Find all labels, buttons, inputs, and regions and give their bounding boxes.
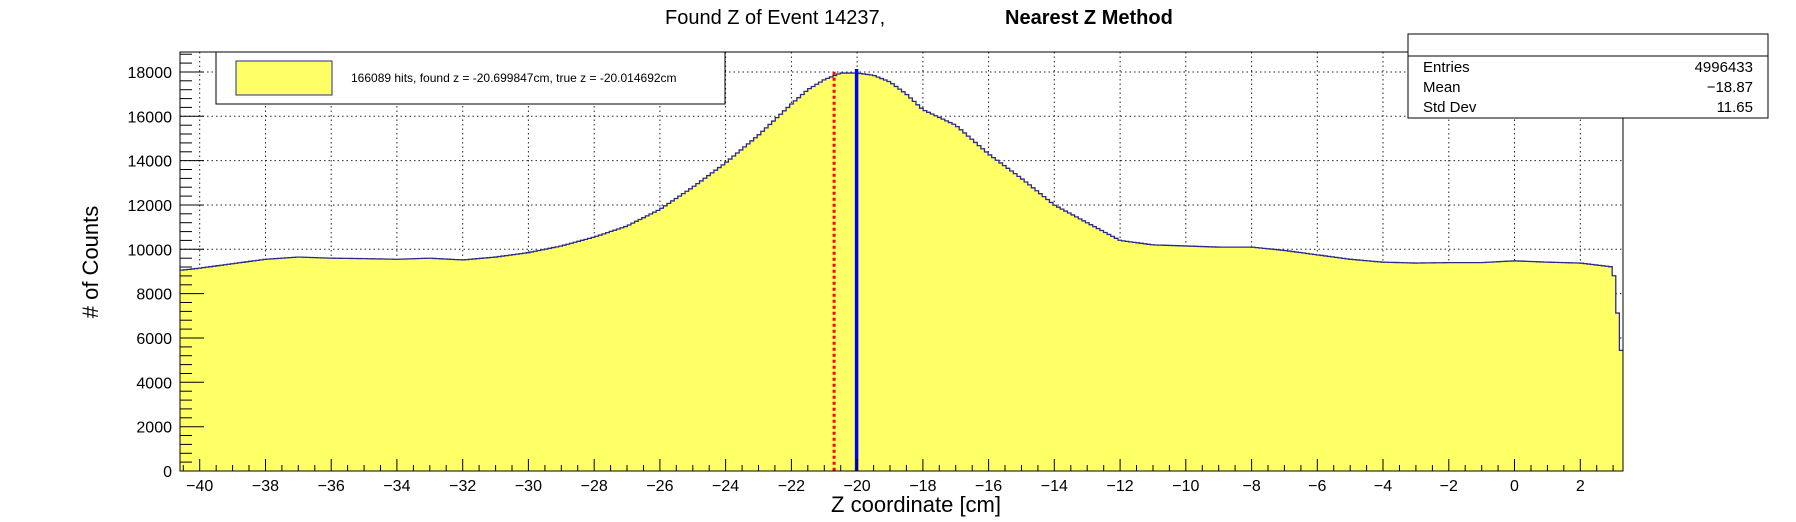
- histogram-layer: [180, 72, 1623, 471]
- legend: 166089 hits, found z = -20.699847cm, tru…: [215, 51, 726, 105]
- plot-frame: [179, 51, 1624, 472]
- chart-title-method: Nearest Z Method: [1005, 7, 1173, 29]
- x-tick-label: −28: [581, 478, 608, 495]
- x-tick-label: −12: [1107, 478, 1134, 495]
- y-tick-label: 12000: [128, 198, 173, 215]
- histogram-outline: [180, 72, 1623, 352]
- stats-value: −18.87: [1707, 79, 1753, 96]
- x-tick-label: −14: [1041, 478, 1068, 495]
- x-tick-label: −10: [1172, 478, 1199, 495]
- x-tick-label: −22: [778, 478, 805, 495]
- x-tick-label: −38: [252, 478, 279, 495]
- y-tick-label: 6000: [136, 331, 172, 348]
- y-tick-label: 4000: [136, 375, 172, 392]
- y-tick-label: 2000: [136, 420, 172, 437]
- x-tick-label: −16: [975, 478, 1002, 495]
- histogram-fill: [180, 73, 1623, 471]
- y-tick-label: 14000: [128, 154, 173, 171]
- x-tick-label: −30: [515, 478, 542, 495]
- stats-frame: [1407, 33, 1769, 119]
- y-tick-label: 16000: [128, 109, 173, 126]
- x-tick-label: −4: [1374, 478, 1392, 495]
- chart-title-text: Found Z of Event 14237,: [665, 7, 885, 29]
- stats-box: Entries 4996433 Mean −18.87 Std Dev 11.65: [1407, 33, 1769, 119]
- x-tick-label: −40: [186, 478, 213, 495]
- x-tick-label: 0: [1510, 478, 1519, 495]
- y-tick-label: 10000: [128, 242, 173, 259]
- y-axis-title: # of Counts: [78, 206, 103, 319]
- stats-label: Mean: [1423, 79, 1461, 96]
- marker-layer: [832, 69, 859, 471]
- y-tick-label: 0: [163, 464, 172, 481]
- x-tick-label: 2: [1576, 478, 1585, 495]
- stats-value: 4996433: [1695, 59, 1753, 76]
- x-axis-title: Z coordinate [cm]: [831, 492, 1001, 517]
- x-tick-label: −32: [449, 478, 476, 495]
- x-tick-labels: −40 −38 −36 −34 −32 −30 −28 −26 −24 −22 −20 −18 −16−…: [186, 478, 1585, 495]
- stats-value: 11.65: [1717, 99, 1753, 116]
- x-tick-label: −2: [1440, 478, 1458, 495]
- x-tick-label: −26: [646, 478, 673, 495]
- y-tick-label: 18000: [128, 65, 173, 82]
- y-tick-label: 8000: [136, 287, 172, 304]
- stats-rows: Entries 4996433 Mean −18.87 Std Dev 11.65: [1423, 59, 1753, 116]
- y-tick-labels: 0 2000 4000 6000 8000 10000 12000 14000 16000 180…: [128, 65, 173, 481]
- legend-entry-text: 166089 hits, found z = -20.699847cm, tru…: [351, 71, 677, 85]
- x-tick-label: −20: [844, 478, 871, 495]
- x-tick-label: −6: [1308, 478, 1326, 495]
- legend-swatch: [235, 60, 333, 96]
- tick-marks: [180, 53, 1614, 472]
- stats-label: Std Dev: [1423, 99, 1477, 116]
- x-tick-label: −8: [1242, 478, 1260, 495]
- stats-label: Entries: [1423, 59, 1470, 76]
- x-tick-label: −34: [383, 478, 410, 495]
- chart-title: Found Z of Event 14237, Nearest Z Method: [665, 7, 1173, 29]
- x-tick-label: −24: [712, 478, 739, 495]
- x-tick-label: −18: [909, 478, 936, 495]
- x-tick-label: −36: [318, 478, 345, 495]
